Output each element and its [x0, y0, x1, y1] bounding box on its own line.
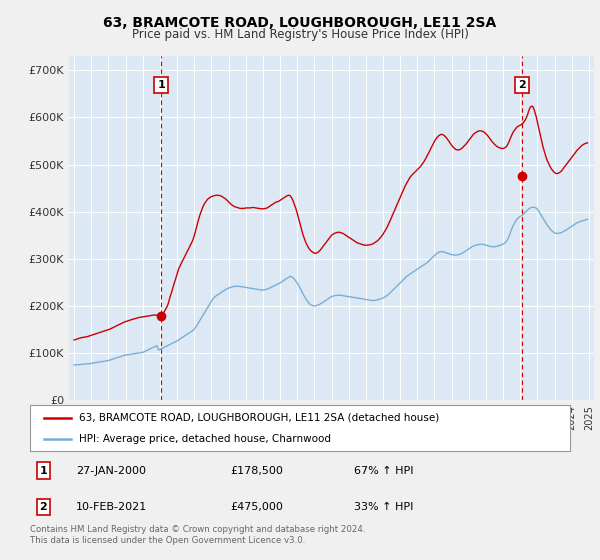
Text: 27-JAN-2000: 27-JAN-2000 [76, 465, 146, 475]
Text: 33% ↑ HPI: 33% ↑ HPI [354, 502, 413, 512]
Text: Contains HM Land Registry data © Crown copyright and database right 2024.
This d: Contains HM Land Registry data © Crown c… [30, 525, 365, 545]
Text: £475,000: £475,000 [230, 502, 283, 512]
Text: £178,500: £178,500 [230, 465, 283, 475]
Text: 67% ↑ HPI: 67% ↑ HPI [354, 465, 413, 475]
Text: 63, BRAMCOTE ROAD, LOUGHBOROUGH, LE11 2SA: 63, BRAMCOTE ROAD, LOUGHBOROUGH, LE11 2S… [103, 16, 497, 30]
Text: 63, BRAMCOTE ROAD, LOUGHBOROUGH, LE11 2SA (detached house): 63, BRAMCOTE ROAD, LOUGHBOROUGH, LE11 2S… [79, 413, 439, 423]
Text: 2: 2 [518, 80, 526, 90]
Text: HPI: Average price, detached house, Charnwood: HPI: Average price, detached house, Char… [79, 435, 331, 444]
Text: 10-FEB-2021: 10-FEB-2021 [76, 502, 147, 512]
Text: 1: 1 [157, 80, 165, 90]
Text: 2: 2 [40, 502, 47, 512]
Text: Price paid vs. HM Land Registry's House Price Index (HPI): Price paid vs. HM Land Registry's House … [131, 28, 469, 41]
Text: 1: 1 [40, 465, 47, 475]
